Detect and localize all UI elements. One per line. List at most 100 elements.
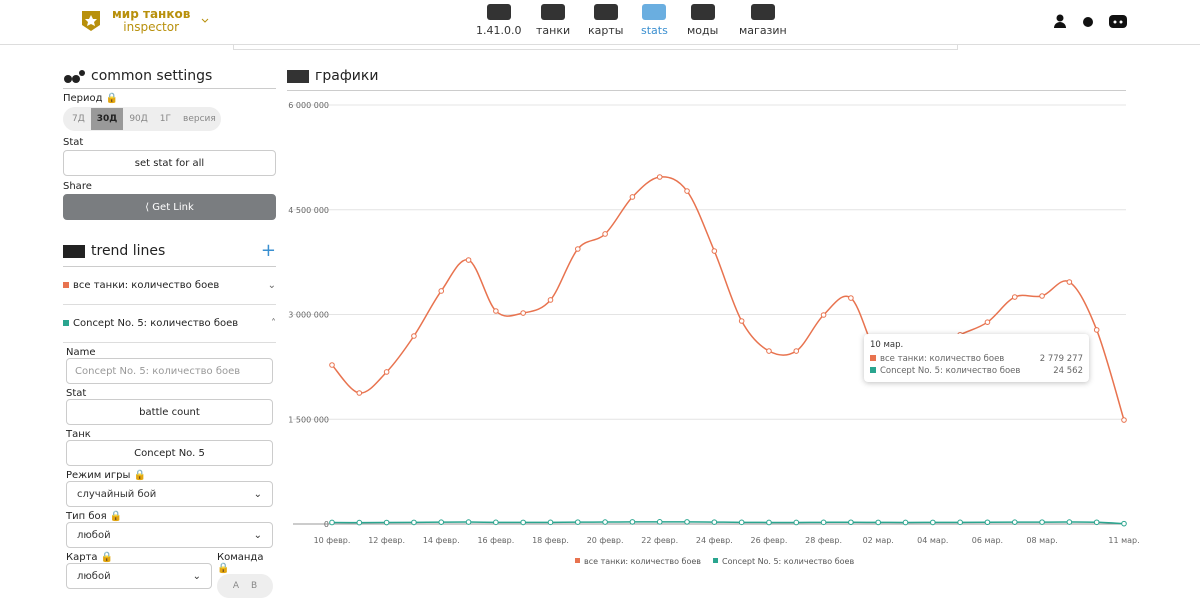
period-option[interactable]: 90Д bbox=[129, 114, 148, 124]
select-value: любой bbox=[77, 570, 111, 582]
nav-item[interactable]: моды bbox=[687, 4, 718, 37]
x-tick-label: 18 февр. bbox=[532, 536, 569, 545]
label: Карта 🔒 bbox=[66, 552, 114, 563]
x-tick-label: 16 февр. bbox=[477, 536, 514, 545]
nav-label: 1.41.0.0 bbox=[476, 24, 522, 37]
chart-title: графики bbox=[315, 68, 379, 84]
data-point bbox=[848, 519, 854, 526]
header-icons[interactable] bbox=[1050, 12, 1130, 32]
data-point bbox=[383, 369, 390, 375]
data-point bbox=[738, 318, 745, 324]
y-tick-label: 1 500 000 bbox=[288, 415, 329, 424]
label: Период 🔒 bbox=[63, 93, 119, 104]
series-line bbox=[331, 176, 1125, 421]
data-point bbox=[1039, 519, 1045, 525]
data-point bbox=[1093, 327, 1100, 333]
x-tick-label: 22 февр. bbox=[641, 536, 678, 545]
data-point bbox=[493, 308, 499, 314]
series-line bbox=[331, 521, 1125, 525]
tooltip-series: Concept No. 5: количество боев bbox=[880, 366, 1021, 376]
nav-item[interactable]: магазин bbox=[739, 4, 787, 37]
tooltip-title: 10 мар. bbox=[870, 340, 904, 350]
select-value: любой bbox=[77, 529, 111, 541]
x-tick-label: 26 февр. bbox=[751, 536, 788, 545]
label-text: Карта bbox=[66, 552, 98, 563]
button[interactable]: ⟨ Get Link bbox=[63, 194, 276, 220]
button[interactable]: battle count bbox=[66, 399, 273, 425]
data-point bbox=[1066, 279, 1073, 285]
legend-label: все танки: количество боев bbox=[584, 557, 701, 566]
data-point bbox=[1121, 520, 1127, 527]
label: Режим игры 🔒 bbox=[66, 470, 147, 481]
data-point bbox=[547, 519, 554, 526]
x-tick-label: 12 февр. bbox=[368, 536, 405, 545]
trend-item[interactable]: все танки: количество боев ⌄ bbox=[63, 267, 276, 305]
logo bbox=[82, 11, 100, 31]
tooltip-series: все танки: количество боев bbox=[880, 354, 1005, 364]
button[interactable]: set stat for all bbox=[63, 150, 276, 176]
data-point bbox=[1011, 294, 1018, 300]
period-option[interactable]: 30Д bbox=[90, 108, 124, 130]
period-option[interactable]: 1Г bbox=[159, 114, 172, 124]
label-text: Период bbox=[63, 93, 103, 104]
chart: 0 1 500 000 3 000 000 4 500 000 6 000 000 10 … bbox=[288, 101, 1139, 566]
data-point bbox=[766, 348, 772, 354]
data-point bbox=[711, 519, 718, 525]
x-tick-label: 11 мар. bbox=[1108, 536, 1139, 545]
add-button[interactable]: + bbox=[260, 240, 276, 261]
data-point bbox=[411, 519, 417, 526]
nav-label: карты bbox=[588, 24, 624, 37]
nav-label: stats bbox=[641, 24, 668, 37]
nav-item[interactable]: stats bbox=[641, 4, 668, 37]
brand[interactable]: мир танков inspector bbox=[80, 8, 210, 34]
select[interactable]: любой ⌄ bbox=[66, 522, 273, 548]
nav-label: танки bbox=[536, 24, 571, 37]
label-text: Команда bbox=[217, 552, 264, 563]
data-point bbox=[738, 519, 745, 526]
label: Stat bbox=[63, 137, 84, 148]
label-text: Тип боя bbox=[66, 511, 107, 522]
nav-item[interactable]: 1.41.0.0 bbox=[476, 4, 521, 37]
tooltip-value: 2 779 277 bbox=[1039, 354, 1083, 364]
nav-item[interactable]: карты bbox=[588, 4, 623, 37]
text-input[interactable]: Concept No. 5: количество боев bbox=[66, 358, 273, 384]
data-point bbox=[574, 519, 581, 525]
data-point bbox=[793, 519, 800, 526]
brand-name: мир танков bbox=[112, 7, 191, 21]
select[interactable]: любой ⌄ bbox=[66, 563, 212, 589]
data-point bbox=[602, 519, 608, 525]
label: Тип боя 🔒 bbox=[66, 511, 123, 522]
label: Share bbox=[63, 181, 92, 192]
data-point bbox=[574, 246, 581, 252]
label: Stat bbox=[66, 388, 87, 399]
data-point bbox=[356, 390, 363, 396]
button[interactable]: Concept No. 5 bbox=[66, 440, 273, 466]
dropdown-edge bbox=[233, 45, 958, 50]
period-option[interactable]: 7Д bbox=[72, 114, 85, 124]
data-point bbox=[493, 519, 499, 526]
label: Танк bbox=[66, 429, 91, 440]
period-option[interactable]: версия bbox=[183, 114, 216, 124]
trend-item[interactable]: Concept No. 5: количество боев ˄ bbox=[63, 305, 276, 343]
data-point bbox=[766, 519, 772, 526]
select[interactable]: случайный бой ⌄ bbox=[66, 481, 273, 507]
data-point bbox=[984, 319, 991, 325]
label: Name bbox=[66, 347, 96, 358]
data-point bbox=[1093, 519, 1100, 526]
tooltip-value: 24 562 bbox=[1053, 366, 1083, 376]
team-option[interactable]: B bbox=[250, 581, 258, 591]
legend-swatch bbox=[713, 558, 719, 563]
legend-label: Concept No. 5: количество боев bbox=[722, 557, 854, 566]
trend-item-label: Concept No. 5: количество боев bbox=[73, 318, 239, 329]
data-point bbox=[629, 194, 636, 200]
trend-lines: trend lines + все танки: количество боев… bbox=[63, 240, 276, 598]
data-point bbox=[875, 519, 882, 526]
data-point bbox=[656, 174, 663, 180]
data-point bbox=[520, 310, 526, 316]
legend-swatch bbox=[575, 558, 580, 563]
data-point bbox=[383, 519, 390, 526]
team-option[interactable]: A bbox=[232, 581, 239, 591]
label: Команда 🔒 bbox=[217, 552, 264, 574]
nav-item[interactable]: танки bbox=[536, 4, 570, 37]
